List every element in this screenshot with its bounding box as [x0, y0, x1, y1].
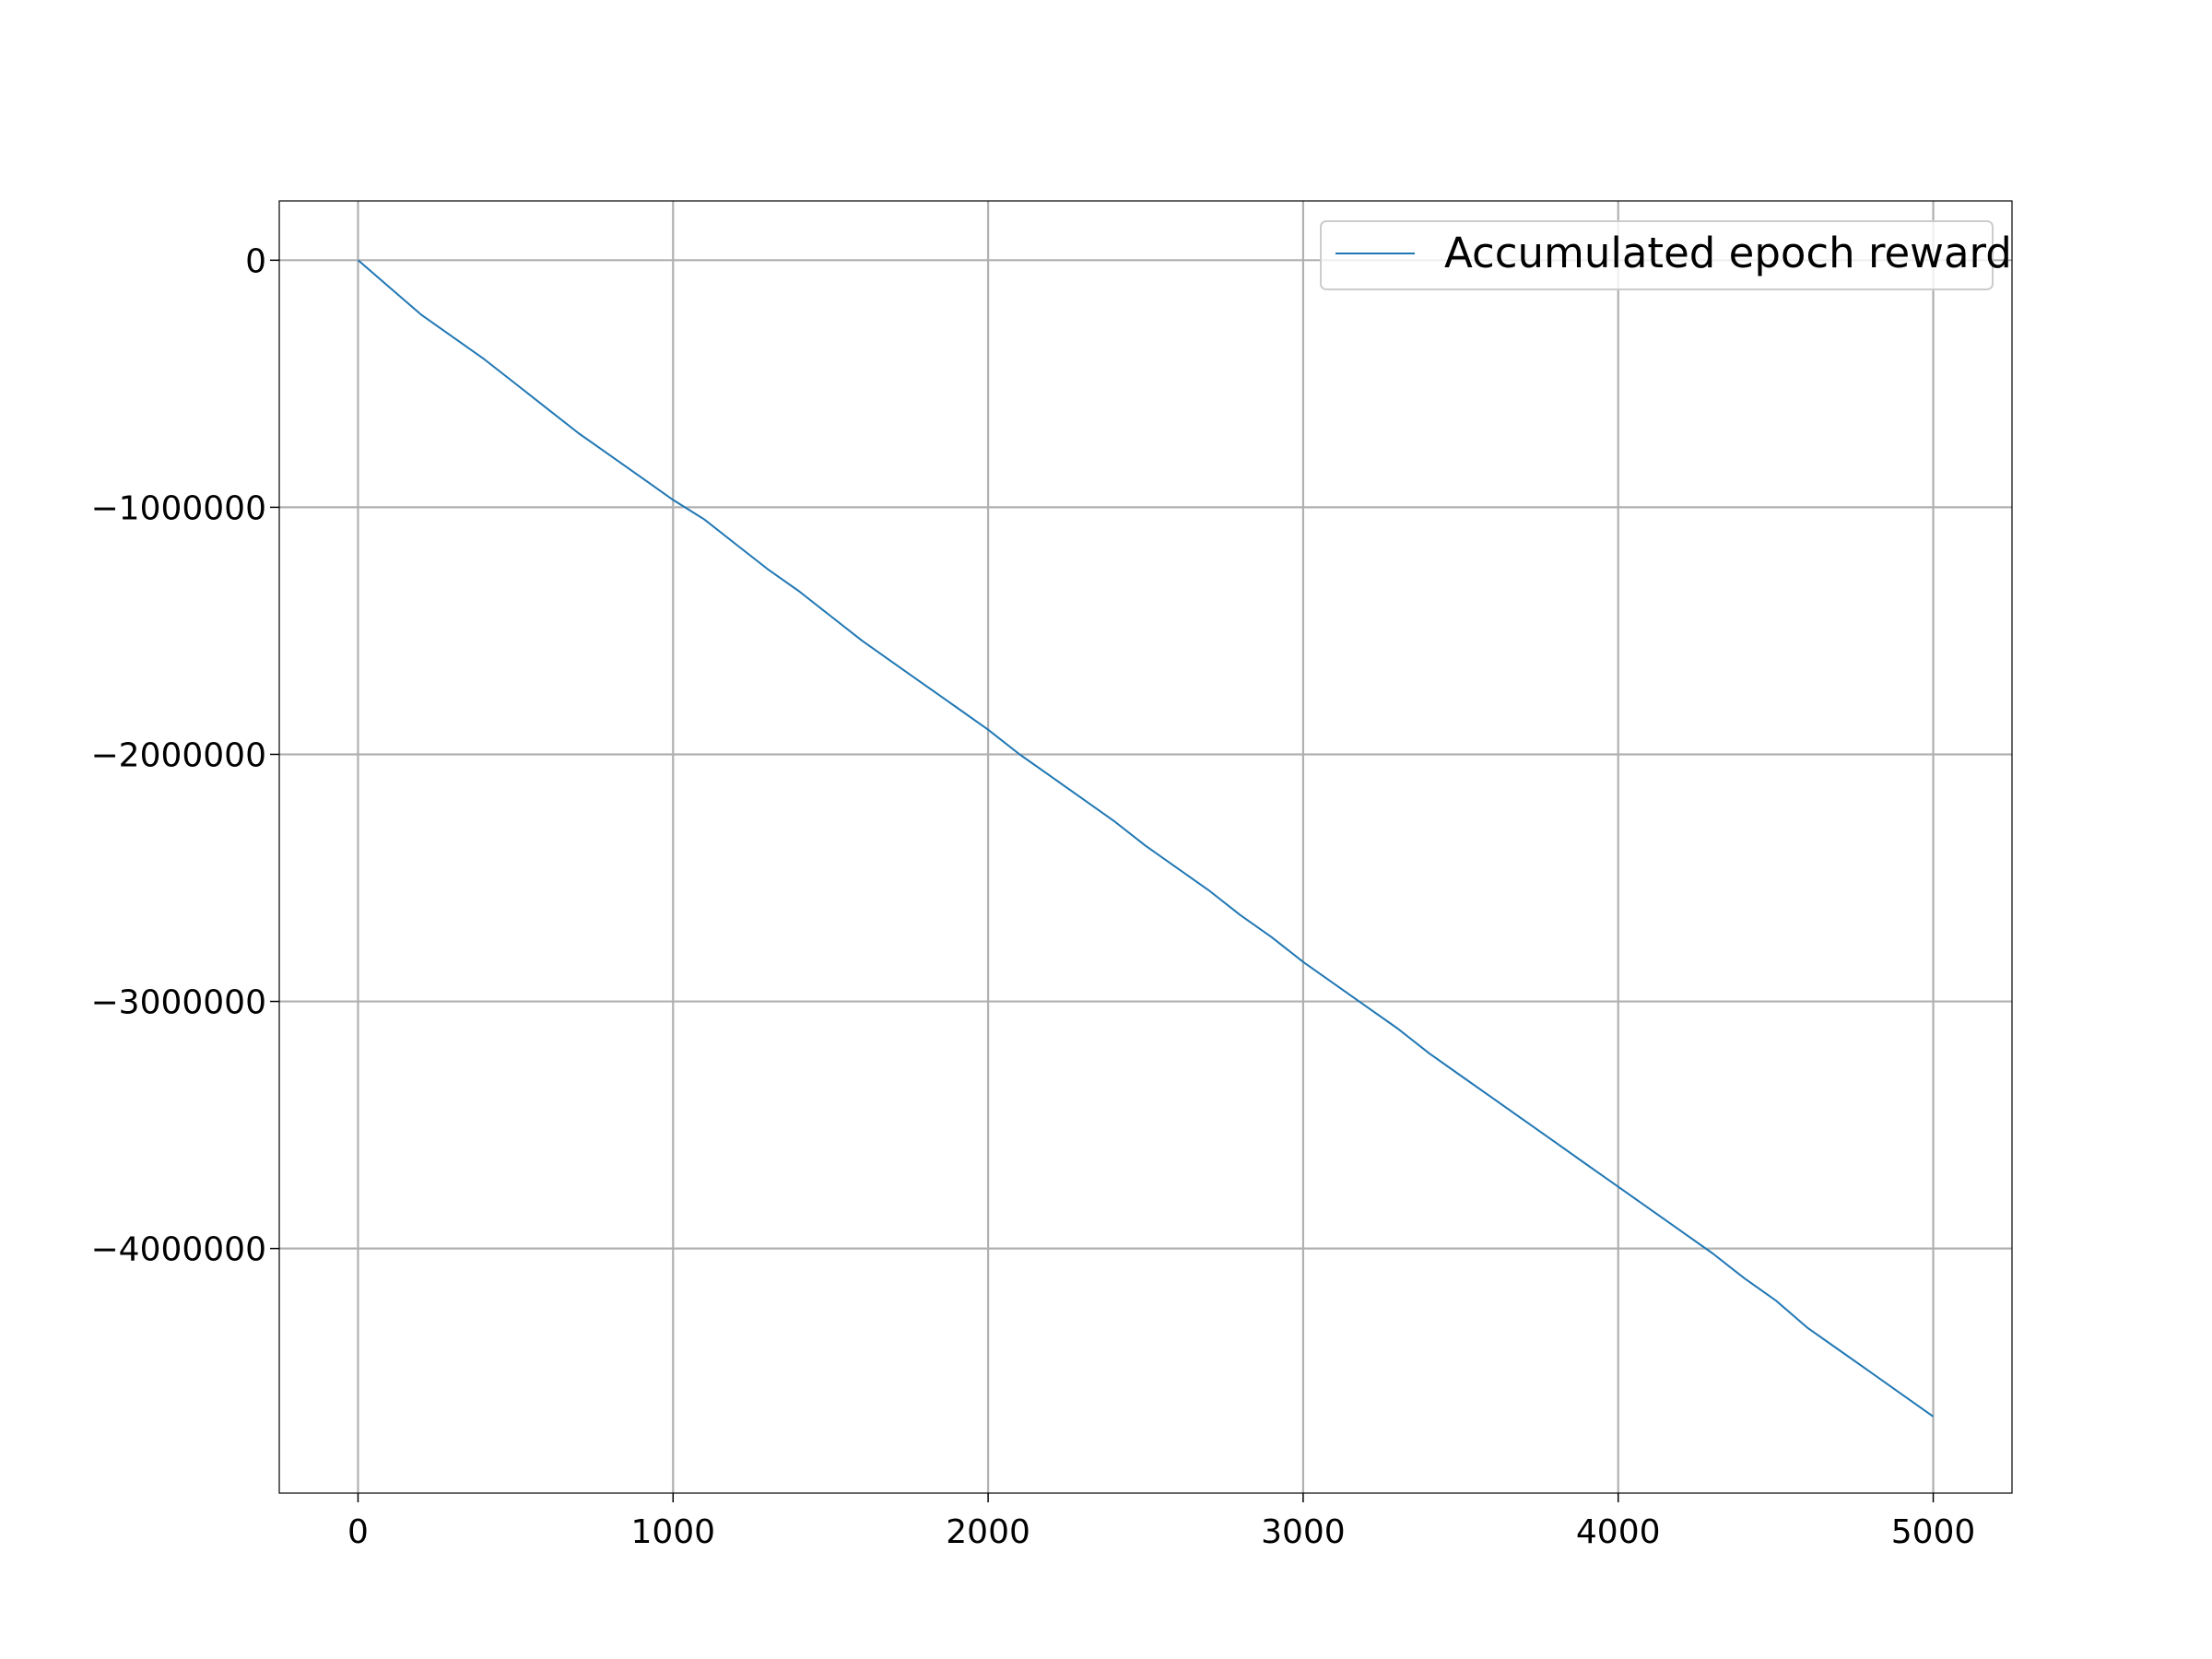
series-layer: [357, 259, 1935, 1418]
series-line-accumulated-epoch-reward: [357, 259, 1935, 1418]
plot-frame: [278, 200, 2013, 1494]
y-tick-label: −2000000: [91, 736, 267, 774]
x-tick-label: 0: [347, 1513, 369, 1551]
x-tick-label: 3000: [1261, 1513, 1346, 1551]
x-tick-label: 5000: [1891, 1513, 1976, 1551]
y-tick-label: −3000000: [91, 984, 267, 1022]
x-tick-label: 4000: [1576, 1513, 1661, 1551]
y-tick-label: −4000000: [91, 1231, 267, 1269]
legend: Accumulated epoch reward: [1320, 220, 2012, 290]
plot-area-background: [279, 201, 2012, 1493]
y-tick-label: 0: [245, 242, 266, 280]
x-tick-label: 2000: [946, 1513, 1030, 1551]
y-tick-label: −1000000: [91, 489, 267, 527]
legend-box: [1320, 220, 1994, 290]
ticks: 0 1000 2000 3000 4000 5000 0 −1000000 −2000000 −3…: [91, 242, 1976, 1551]
legend-label: Accumulated epoch reward: [1444, 229, 2012, 277]
grid: [279, 201, 2012, 1493]
x-tick-label: 1000: [630, 1513, 715, 1551]
